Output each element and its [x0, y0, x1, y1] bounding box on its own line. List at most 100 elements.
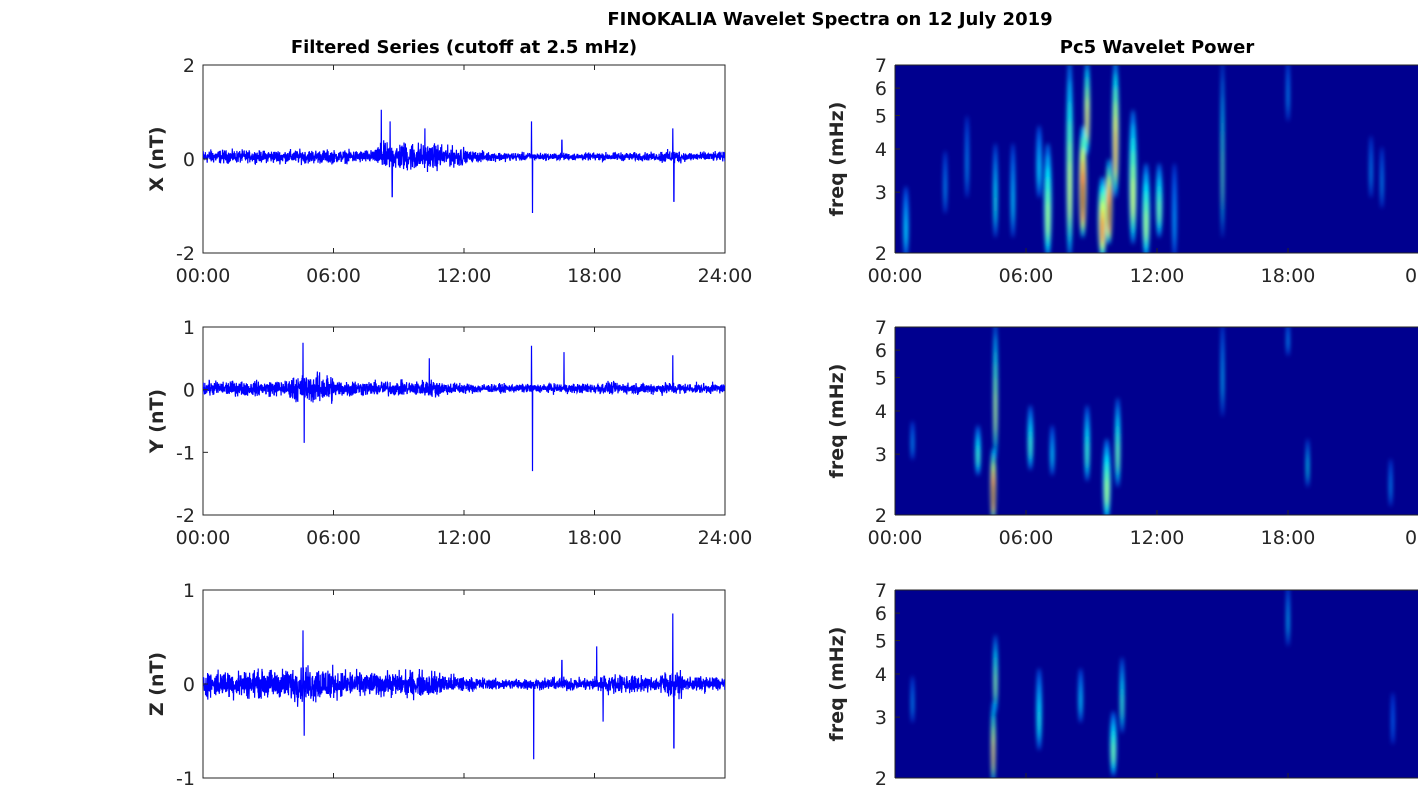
y-axis-label: freq (mHz)	[826, 364, 848, 479]
y-tick-label: 3	[875, 444, 887, 466]
heatmap-blob-layer	[910, 327, 1393, 515]
y-tick-label: -2	[176, 505, 195, 527]
x-tick-label: 00	[1405, 527, 1418, 549]
y-tick-label: 5	[875, 367, 887, 389]
y-tick-label: 0	[183, 149, 195, 171]
heatmap-blob	[1086, 442, 1088, 466]
heatmap-background	[895, 65, 1418, 253]
heatmap-blob	[994, 391, 997, 433]
y-axis-label: Z (nT)	[146, 652, 168, 716]
heatmap-blob	[911, 439, 913, 451]
x-tick-label: 24:00	[698, 265, 753, 287]
heatmap-blob	[1222, 368, 1223, 397]
spectrum-panel-1: 2 3 4 5 67 00:00 06:00 12:00 18:00 00 freq (mHz)	[826, 317, 1418, 549]
series-line-y	[203, 342, 725, 472]
x-tick-label: 06:00	[999, 527, 1054, 549]
y-tick-label: 3	[875, 182, 887, 204]
y-tick-label: 6	[875, 340, 887, 362]
y-tick-label: 2	[875, 768, 887, 788]
y-tick-label: -2	[176, 243, 195, 265]
heatmap-blob	[1131, 177, 1135, 218]
heatmap-blob	[1038, 708, 1040, 734]
heatmap-blob	[1046, 201, 1049, 236]
heatmap-blob	[944, 181, 946, 201]
heatmap-blob	[1121, 694, 1123, 718]
heatmap-blob	[966, 156, 968, 181]
timeseries-panel-z: -1 0 1 Z (nT)	[146, 580, 726, 788]
x-tick-label: 18:00	[567, 265, 622, 287]
timeseries-panel-y: -2 -1 0 1 00:00 06:00 12:00 18:00 24:00 Y (nT)	[146, 317, 752, 549]
y-tick-label: 2	[875, 243, 887, 265]
y-tick-label: 2	[875, 505, 887, 527]
y-tick-label: 0	[183, 674, 195, 696]
heatmap-blob	[977, 449, 979, 465]
heatmap-blob	[1012, 190, 1014, 219]
heatmap-blob	[1038, 161, 1040, 183]
heatmap-blob	[1307, 462, 1309, 477]
y-tick-label: 4	[875, 401, 887, 423]
heatmap-blob	[1112, 743, 1115, 763]
y-tick-label: 6	[875, 78, 887, 100]
heatmap-background	[895, 327, 1418, 515]
y-tick-label: 3	[875, 707, 887, 729]
heatmap-blob	[1068, 161, 1071, 220]
x-tick-label: 12:00	[437, 527, 492, 549]
left-column-title: Filtered Series (cutoff at 2.5 mHz)	[291, 37, 637, 58]
y-tick-label: 6	[875, 603, 887, 625]
heatmap-blob	[994, 190, 997, 219]
x-tick-label: 06:00	[306, 265, 361, 287]
heatmap-blob	[1051, 449, 1053, 465]
heatmap-blob	[1108, 201, 1110, 227]
x-tick-label: 00:00	[868, 527, 923, 549]
heatmap-blob	[1381, 176, 1383, 195]
heatmap-blob	[1079, 694, 1082, 711]
heatmap-blob	[1116, 442, 1119, 469]
heatmap-blob	[1114, 129, 1117, 171]
y-axis-label: freq (mHz)	[826, 627, 848, 742]
y-axis-label: X (nT)	[146, 126, 168, 191]
heatmap-blob	[912, 698, 913, 713]
x-tick-label: 00:00	[176, 265, 231, 287]
spectrum-panel-0: 2 3 4 5 67 00:00 06:00 12:00 18:00 00 freq (mHz)	[826, 55, 1418, 287]
heatmap-blob	[905, 222, 907, 244]
heatmap-blob	[1392, 717, 1394, 733]
x-tick-label: 18:00	[567, 527, 622, 549]
timeseries-panel-x: -2 0 2 00:00 06:00 12:00 18:00 24:00 X (nT)	[146, 55, 752, 287]
x-tick-label: 06:00	[999, 265, 1054, 287]
heatmap-blob	[992, 742, 994, 767]
heatmap-blobs	[910, 327, 1393, 515]
y-axis-label: Y (nT)	[146, 389, 168, 454]
right-column-title: Pc5 Wavelet Power	[1060, 37, 1255, 58]
y-tick-label: 4	[875, 664, 887, 686]
y-axis-label: freq (mHz)	[826, 102, 848, 217]
x-tick-label: 00:00	[176, 527, 231, 549]
heatmap-blob	[1370, 166, 1372, 185]
heatmap-blob	[1101, 217, 1104, 242]
y-tick-label: 5	[875, 630, 887, 652]
x-tick-label: 18:00	[1261, 265, 1316, 287]
y-tick-label: 7	[875, 317, 887, 339]
x-tick-label: 12:00	[1130, 527, 1185, 549]
heatmap-blob	[1287, 337, 1289, 348]
y-tick-label: 5	[875, 105, 887, 127]
heatmap-blob	[1158, 200, 1161, 222]
spectrum-panel-2: 2 3 4 5 67 freq (mHz)	[826, 580, 1418, 788]
series-line-x	[203, 109, 725, 214]
heatmap-blob	[992, 484, 995, 506]
plot-area	[202, 326, 726, 516]
y-tick-label: 1	[183, 580, 195, 602]
heatmap-blob	[1029, 437, 1032, 457]
x-tick-label: 18:00	[1261, 527, 1316, 549]
x-tick-label: 06:00	[306, 527, 361, 549]
heatmap-blob	[1081, 182, 1084, 215]
heatmap-blob-layer	[903, 65, 1384, 253]
heatmap-blob	[1287, 614, 1289, 633]
heatmap-background	[895, 590, 1418, 778]
heatmap-blob	[1287, 89, 1289, 108]
heatmap-blob	[1222, 150, 1223, 203]
y-tick-label: 7	[875, 55, 887, 77]
y-tick-label: 1	[183, 317, 195, 339]
heatmap-blob	[1105, 479, 1108, 504]
heatmap-blob-layer	[910, 590, 1395, 778]
